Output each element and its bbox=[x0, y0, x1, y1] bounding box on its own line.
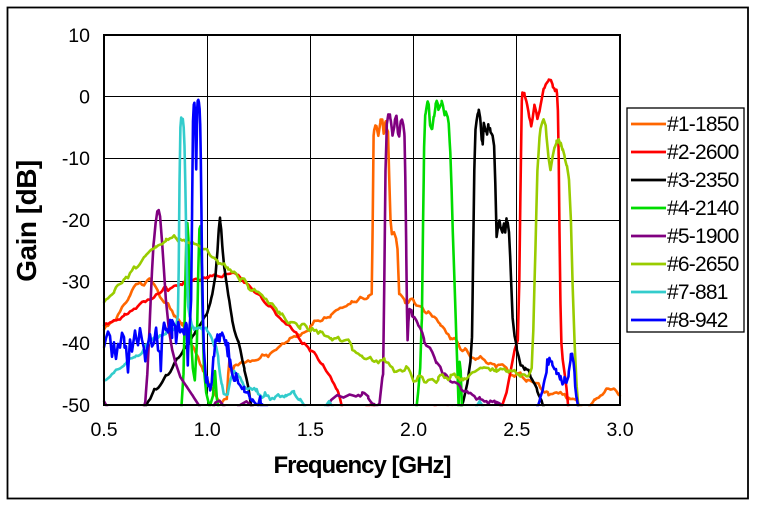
svg-text:-40: -40 bbox=[62, 333, 90, 355]
svg-text:2.0: 2.0 bbox=[400, 419, 427, 441]
svg-text:10: 10 bbox=[68, 25, 90, 47]
svg-text:-30: -30 bbox=[62, 272, 90, 294]
svg-text:#1-1850: #1-1850 bbox=[667, 113, 739, 136]
svg-text:#5-1900: #5-1900 bbox=[667, 225, 739, 248]
svg-text:#2-2600: #2-2600 bbox=[667, 141, 739, 164]
svg-text:-20: -20 bbox=[62, 210, 90, 232]
svg-text:#3-2350: #3-2350 bbox=[667, 169, 739, 192]
svg-text:-50: -50 bbox=[62, 395, 90, 417]
svg-text:#6-2650: #6-2650 bbox=[667, 253, 739, 276]
svg-text:#4-2140: #4-2140 bbox=[667, 197, 739, 220]
svg-text:#7-881: #7-881 bbox=[667, 281, 728, 304]
svg-text:-10: -10 bbox=[62, 148, 90, 170]
svg-text:2.5: 2.5 bbox=[503, 419, 530, 441]
svg-text:1.5: 1.5 bbox=[297, 419, 324, 441]
svg-text:#8-942: #8-942 bbox=[667, 309, 728, 332]
svg-text:0.5: 0.5 bbox=[90, 419, 117, 441]
svg-text:0: 0 bbox=[79, 87, 90, 109]
svg-text:Gain [dB]: Gain [dB] bbox=[11, 160, 42, 282]
svg-text:Frequency [GHz]: Frequency [GHz] bbox=[273, 452, 450, 479]
svg-text:1.0: 1.0 bbox=[194, 419, 221, 441]
svg-text:3.0: 3.0 bbox=[606, 419, 633, 441]
